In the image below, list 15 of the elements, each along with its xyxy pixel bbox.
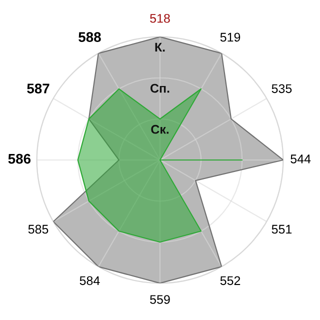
spoke-label: 552 — [220, 276, 240, 286]
y-tick-label: К. — [155, 42, 165, 52]
spoke-label: 519 — [220, 32, 240, 42]
spoke-label: 587 — [27, 84, 50, 94]
spoke-label: 588 — [78, 32, 101, 42]
spoke-label: 584 — [80, 276, 100, 286]
y-tick-label: Ск. — [151, 124, 169, 134]
spoke-label: 551 — [272, 224, 292, 234]
spoke-label: 559 — [150, 295, 170, 304]
spoke-label: 535 — [272, 84, 292, 94]
spoke-label: 586 — [8, 154, 31, 164]
spoke-label: 518 — [150, 14, 170, 23]
y-tick-label: Сп. — [150, 84, 170, 93]
spoke-label: 544 — [290, 154, 311, 164]
spoke-label: 585 — [28, 224, 48, 234]
